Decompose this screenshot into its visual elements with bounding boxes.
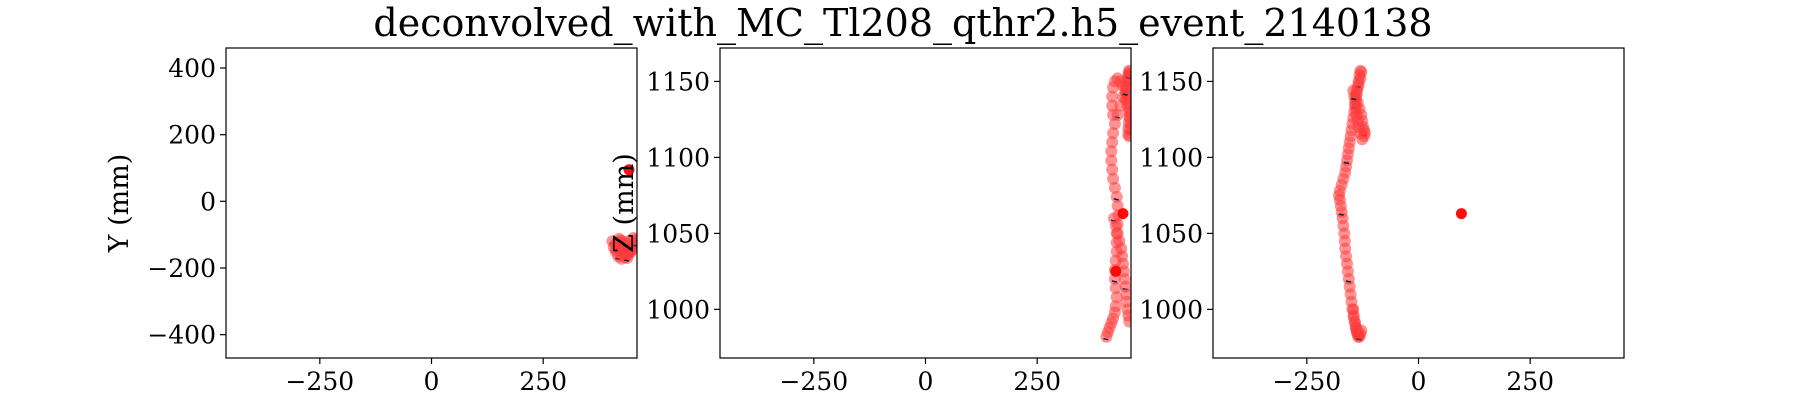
- x-tick-label: 0: [1411, 367, 1427, 396]
- x-tick-label: −250: [1272, 367, 1341, 396]
- axes-frame: [1212, 47, 1625, 359]
- hit-mark: [1345, 280, 1351, 283]
- hit-mark: [1351, 97, 1357, 101]
- data-point: [1105, 145, 1118, 158]
- subplot-3: −250 0 250 1150 1100 1050 1000: [1139, 47, 1625, 396]
- y-tick-label: 1050: [1139, 219, 1203, 248]
- data-point: [1107, 172, 1120, 185]
- data-point: [1106, 99, 1119, 112]
- y-tick-label: −200: [147, 254, 216, 283]
- data-point: [1355, 324, 1368, 337]
- data-point: [621, 252, 634, 264]
- data-point: [1108, 118, 1121, 130]
- data-point: [1117, 208, 1129, 220]
- y-tick-label: 200: [168, 121, 216, 150]
- y-tick-label: 1100: [646, 143, 710, 172]
- y-tick-label: 1000: [1139, 295, 1203, 324]
- y-tick-label: −400: [147, 321, 216, 350]
- data-point: [1347, 84, 1360, 97]
- data-point: [1106, 163, 1119, 176]
- data-point: [613, 232, 626, 245]
- subplot-2: −250 0 250 1150 1100 1050 1000 Z (mm): [609, 47, 1132, 396]
- y-tick-label: 1050: [646, 219, 710, 248]
- axes-frame: [719, 47, 1132, 359]
- data-point: [1106, 90, 1119, 103]
- scatter-points: [1100, 64, 1131, 343]
- data-point: [1107, 81, 1120, 94]
- data-point: [1109, 282, 1122, 295]
- data-point: [1107, 108, 1120, 121]
- hit-mark: [1113, 198, 1119, 201]
- hit-mark: [1103, 337, 1109, 341]
- data-point: [1107, 127, 1120, 140]
- hit-mark: [1338, 213, 1344, 216]
- data-point: [1123, 315, 1131, 328]
- data-point: [1109, 300, 1122, 313]
- scatter-points: [1333, 64, 1467, 343]
- y-tick-label: 0: [200, 187, 216, 216]
- subplots: −250 0 250 400 200 0 −200 −400 Y (mm) −250 0 250 115…: [104, 47, 1625, 396]
- data-point: [1110, 291, 1123, 304]
- data-point: [1110, 190, 1123, 203]
- x-tick-label: 0: [918, 367, 934, 396]
- y-axis-label: Y (mm): [104, 154, 135, 254]
- data-point: [1110, 265, 1122, 277]
- x-tick-label: −250: [779, 367, 848, 396]
- y-tick-label: 1150: [1139, 67, 1203, 96]
- scatter-points: [606, 164, 637, 265]
- x-tick-label: 250: [1506, 367, 1554, 396]
- data-point: [1455, 208, 1467, 220]
- y-tick-label: 400: [168, 54, 216, 83]
- data-point: [1105, 154, 1118, 167]
- hit-mark: [1111, 280, 1118, 283]
- data-point: [623, 164, 635, 176]
- subplot-1: −250 0 250 400 200 0 −200 −400 Y (mm): [104, 47, 638, 396]
- x-tick-label: 250: [1013, 367, 1061, 396]
- data-point: [1106, 136, 1119, 149]
- hit-mark: [1343, 161, 1350, 165]
- axes-frame: [225, 47, 638, 359]
- hit-mark: [1122, 93, 1128, 96]
- x-tick-label: 0: [424, 367, 440, 396]
- x-tick-label: −250: [285, 367, 354, 396]
- y-tick-label: 1150: [646, 67, 710, 96]
- figure-title: deconvolved_with_MC_Tl208_qthr2.h5_event…: [373, 1, 1432, 46]
- y-axis-label: Z (mm): [609, 153, 640, 253]
- x-tick-label: 250: [519, 367, 567, 396]
- data-point: [1108, 181, 1121, 194]
- y-tick-label: 1100: [1139, 143, 1203, 172]
- y-tick-label: 1000: [646, 295, 710, 324]
- hit-mark: [624, 259, 630, 262]
